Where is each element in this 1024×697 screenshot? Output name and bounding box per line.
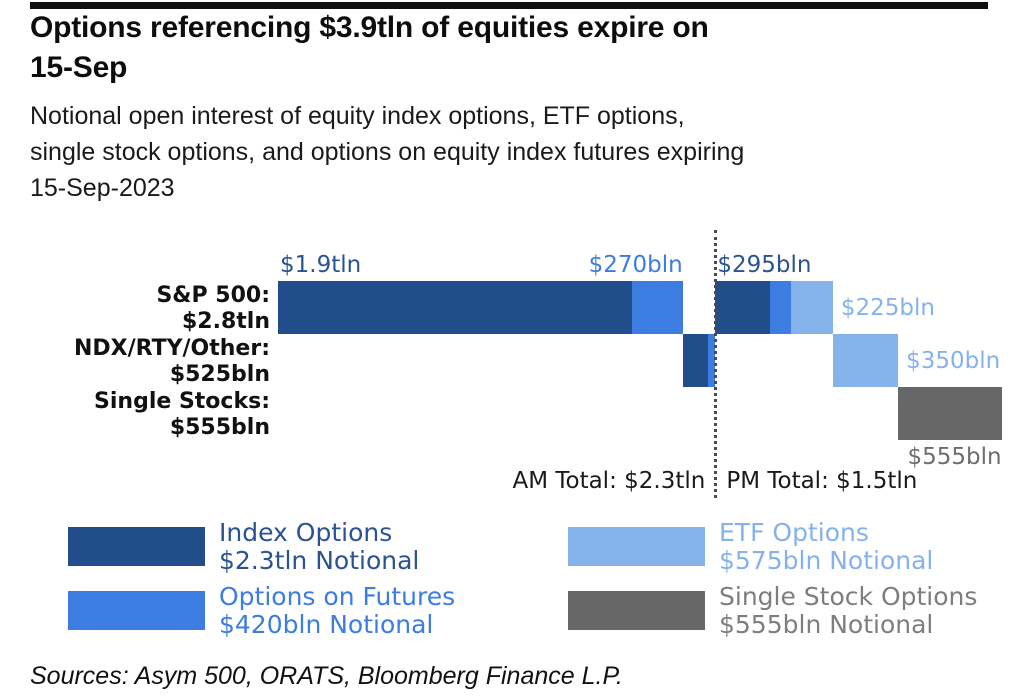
bar-segment-options_on_futures (632, 281, 683, 334)
value-label-index_options: $295bln (717, 252, 812, 278)
chart-title-line1: Options referencing $3.9tln of equities … (30, 11, 709, 44)
value-label-etf_options: $350bln (906, 348, 1001, 374)
bar-segment-index_options (682, 334, 708, 387)
legend-swatch-etf-options (568, 527, 705, 566)
legend-label-line: $555bln Notional (719, 610, 934, 639)
legend-label-options-on-futures: Options on Futures $420bln Notional (219, 583, 455, 639)
row-label-line: $555bln (169, 415, 270, 440)
legend-swatch-single-stock-options (568, 591, 705, 630)
value-label-single_stock_options: $555bln (907, 444, 1002, 470)
row-label-line: $2.8tln (182, 309, 270, 334)
bar-segment-options_on_futures (707, 334, 716, 387)
legend-label-line: $2.3tln Notional (219, 546, 420, 575)
row-label-ndx-rty-other: NDX/RTY/Other: $525bln (30, 336, 270, 388)
row-label-sp500: S&P 500: $2.8tln (30, 283, 270, 335)
row-label-line: Single Stocks: (94, 389, 270, 414)
sources-note: Sources: Asym 500, ORATS, Bloomberg Fina… (30, 662, 623, 690)
bar-segment-options_on_futures (770, 281, 791, 334)
legend-label-line: ETF Options (719, 518, 869, 547)
legend-item-etf-options: ETF Options $575bln Notional (568, 519, 933, 575)
legend-item-index-options: Index Options $2.3tln Notional (68, 519, 419, 575)
value-label-options_on_futures: $270bln (588, 252, 683, 278)
bar-segment-index_options (715, 281, 771, 334)
legend-label-line: $575bln Notional (719, 546, 934, 575)
legend-label-single-stock-options: Single Stock Options $555bln Notional (719, 583, 977, 639)
value-label-index_options: $1.9tln (280, 252, 362, 278)
am-pm-divider-line (714, 230, 718, 498)
value-label-etf_options: $225bln (840, 295, 935, 321)
bar-segment-etf_options (790, 281, 833, 334)
chart-subtitle-line3: 15-Sep-2023 (30, 174, 175, 202)
legend-item-single-stock-options: Single Stock Options $555bln Notional (568, 583, 977, 639)
legend-item-options-on-futures: Options on Futures $420bln Notional (68, 583, 455, 639)
legend-swatch-options-on-futures (68, 591, 205, 630)
chart-title-line2: 15-Sep (30, 51, 128, 84)
chart-subtitle: Notional open interest of equity index o… (30, 98, 1020, 206)
chart-title: Options referencing $3.9tln of equities … (30, 8, 1010, 88)
legend-label-line: Index Options (219, 518, 393, 547)
bar-segment-index_options (278, 281, 633, 334)
bar-segment-etf_options (832, 334, 899, 387)
chart-subtitle-line1: Notional open interest of equity index o… (30, 102, 685, 130)
row-label-single-stocks: Single Stocks: $555bln (30, 389, 270, 441)
bar-segment-single_stock_options (898, 387, 1002, 440)
legend-label-line: $420bln Notional (219, 610, 434, 639)
legend-label-line: Single Stock Options (719, 582, 978, 611)
am-total-label: AM Total: $2.3tln (512, 468, 706, 494)
row-label-line: $525bln (169, 362, 270, 387)
legend-label-index-options: Index Options $2.3tln Notional (219, 519, 419, 575)
legend-label-etf-options: ETF Options $575bln Notional (719, 519, 933, 575)
pm-total-label: PM Total: $1.5tln (726, 468, 918, 494)
legend-label-line: Options on Futures (219, 582, 456, 611)
top-rule (30, 2, 988, 9)
chart-subtitle-line2: single stock options, and options on equ… (30, 138, 745, 166)
legend-swatch-index-options (68, 527, 205, 566)
row-label-line: S&P 500: (156, 283, 270, 308)
row-label-line: NDX/RTY/Other: (73, 336, 270, 361)
